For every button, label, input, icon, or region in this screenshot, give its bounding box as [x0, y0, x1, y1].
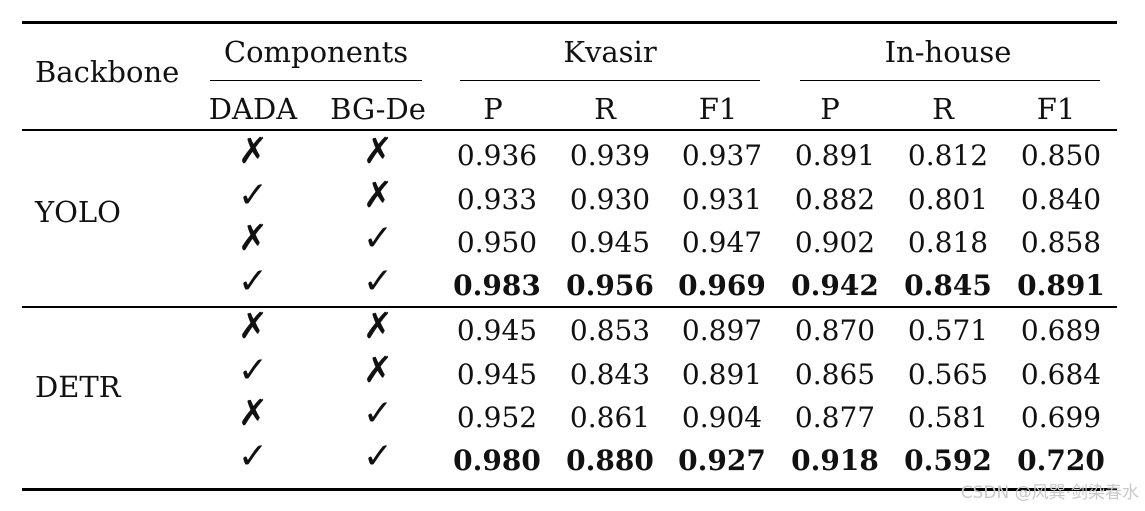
header-inhouse-p: P	[820, 92, 840, 126]
inhouse-f1: 0.689	[1020, 314, 1102, 347]
dada-mark: ✓	[237, 261, 269, 302]
header-rule	[22, 129, 1117, 131]
kvasir-p: 0.945	[456, 314, 538, 347]
components-underline	[210, 80, 422, 82]
inhouse-r: 0.812	[907, 139, 989, 172]
bgde-mark: ✓	[362, 393, 394, 434]
inhouse-r: 0.565	[907, 358, 989, 391]
inhouse-f1: 0.850	[1020, 139, 1102, 172]
inhouse-r: 0.845	[904, 269, 992, 302]
inhouse-p: 0.877	[794, 401, 876, 434]
header-inhouse: In-house	[884, 35, 1012, 69]
inhouse-r: 0.592	[904, 444, 992, 477]
kvasir-p: 0.945	[456, 358, 538, 391]
bgde-mark: ✗	[362, 350, 394, 391]
backbone-yolo: YOLO	[35, 195, 121, 229]
kvasir-r: 0.861	[569, 401, 651, 434]
kvasir-p: 0.933	[456, 183, 538, 216]
inhouse-f1: 0.699	[1020, 401, 1102, 434]
kvasir-f1: 0.927	[678, 444, 766, 477]
header-kvasir-r: R	[594, 92, 616, 126]
inhouse-p: 0.902	[794, 226, 876, 259]
inhouse-f1: 0.891	[1017, 269, 1105, 302]
kvasir-p: 0.936	[456, 139, 538, 172]
header-inhouse-r: R	[932, 92, 954, 126]
kvasir-f1: 0.891	[681, 358, 763, 391]
kvasir-r: 0.853	[569, 314, 651, 347]
inhouse-underline	[800, 80, 1100, 82]
inhouse-f1: 0.684	[1020, 358, 1102, 391]
kvasir-p: 0.952	[456, 401, 538, 434]
inhouse-p: 0.918	[791, 444, 879, 477]
inhouse-r: 0.801	[907, 183, 989, 216]
header-inhouse-f1: F1	[1036, 92, 1076, 126]
header-kvasir: Kvasir	[563, 35, 657, 69]
header-components: Components	[223, 35, 409, 69]
kvasir-r: 0.843	[569, 358, 651, 391]
bgde-mark: ✓	[362, 218, 394, 259]
inhouse-f1: 0.840	[1020, 183, 1102, 216]
inhouse-p: 0.882	[794, 183, 876, 216]
bgde-mark: ✗	[362, 131, 394, 172]
kvasir-r: 0.930	[569, 183, 651, 216]
kvasir-f1: 0.947	[681, 226, 763, 259]
dada-mark: ✗	[237, 393, 269, 434]
kvasir-p: 0.983	[453, 269, 541, 302]
dada-mark: ✗	[237, 218, 269, 259]
dada-mark: ✗	[237, 306, 269, 347]
backbone-detr: DETR	[35, 370, 121, 404]
kvasir-r: 0.880	[566, 444, 654, 477]
inhouse-r: 0.818	[907, 226, 989, 259]
bgde-mark: ✗	[362, 306, 394, 347]
kvasir-r: 0.956	[566, 269, 654, 302]
inhouse-f1: 0.858	[1020, 226, 1102, 259]
inhouse-f1: 0.720	[1017, 444, 1105, 477]
header-kvasir-p: P	[483, 92, 503, 126]
kvasir-f1: 0.904	[681, 401, 763, 434]
inhouse-p: 0.865	[794, 358, 876, 391]
kvasir-underline	[460, 80, 760, 82]
bgde-mark: ✓	[362, 436, 394, 477]
header-dada: DADA	[208, 92, 298, 126]
csdn-watermark: CSDN @风巽·剑染春水	[960, 483, 1139, 503]
kvasir-f1: 0.897	[681, 314, 763, 347]
bottom-rule	[22, 488, 1117, 491]
inhouse-p: 0.891	[794, 139, 876, 172]
dada-mark: ✗	[237, 131, 269, 172]
kvasir-r: 0.945	[569, 226, 651, 259]
header-kvasir-f1: F1	[698, 92, 738, 126]
kvasir-r: 0.939	[569, 139, 651, 172]
inhouse-p: 0.942	[791, 269, 879, 302]
bgde-mark: ✓	[362, 261, 394, 302]
dada-mark: ✓	[237, 350, 269, 391]
header-backbone: Backbone	[35, 55, 180, 89]
inhouse-p: 0.870	[794, 314, 876, 347]
dada-mark: ✓	[237, 175, 269, 216]
kvasir-p: 0.950	[456, 226, 538, 259]
kvasir-p: 0.980	[453, 444, 541, 477]
inhouse-r: 0.571	[907, 314, 989, 347]
kvasir-f1: 0.937	[681, 139, 763, 172]
header-bgde: BG-De	[330, 92, 426, 126]
kvasir-f1: 0.931	[681, 183, 763, 216]
group-rule	[22, 306, 1117, 308]
top-rule	[22, 21, 1117, 24]
kvasir-f1: 0.969	[678, 269, 766, 302]
inhouse-r: 0.581	[907, 401, 989, 434]
dada-mark: ✓	[237, 436, 269, 477]
bgde-mark: ✗	[362, 175, 394, 216]
